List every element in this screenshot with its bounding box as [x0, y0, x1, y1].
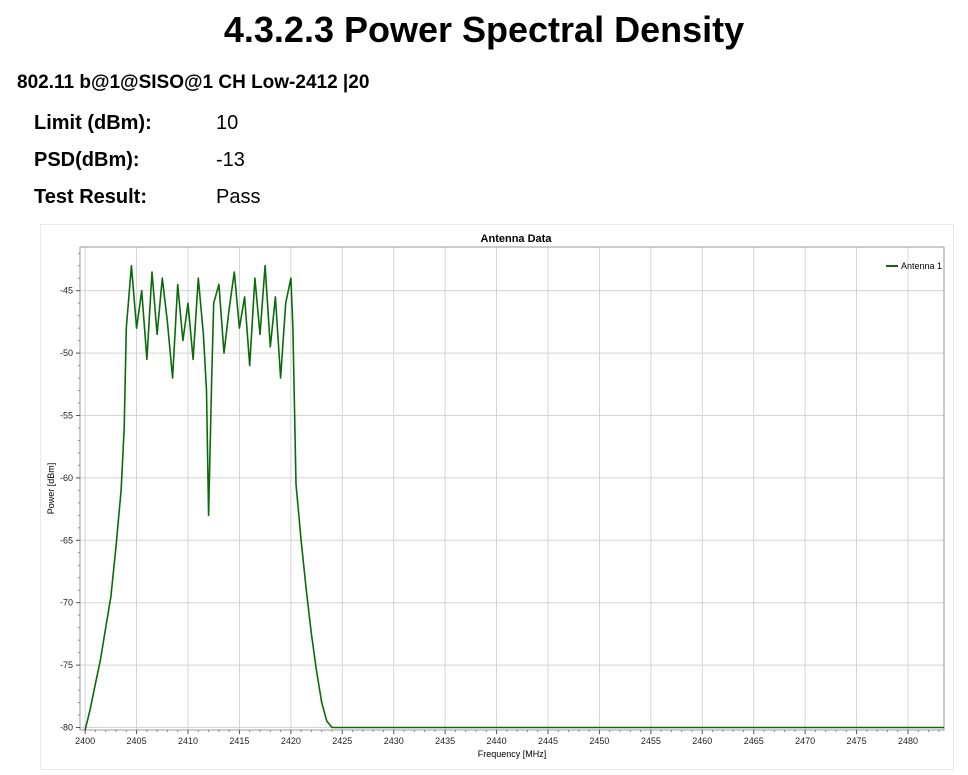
x-tick-label: 2440	[487, 736, 507, 746]
y-tick-label: -65	[60, 535, 73, 545]
x-tick-label: 2430	[384, 736, 404, 746]
legend-label-antenna-1: Antenna 1	[901, 261, 942, 271]
page-title: 4.3.2.3 Power Spectral Density	[223, 9, 745, 50]
psd-value: -13	[216, 149, 245, 171]
y-tick-label: -45	[60, 286, 73, 296]
x-tick-label: 2445	[538, 736, 558, 746]
x-tick-label: 2420	[281, 736, 301, 746]
x-tick-label: 2435	[435, 736, 455, 746]
y-tick-label: -80	[60, 723, 73, 733]
x-tick-label: 2415	[229, 736, 249, 746]
y-axis-label: Power [dBm]	[46, 463, 56, 515]
x-tick-label: 2480	[898, 736, 918, 746]
x-tick-label: 2460	[692, 736, 712, 746]
x-tick-label: 2405	[127, 736, 147, 746]
legend: Antenna 1	[886, 261, 942, 271]
x-tick-label: 2410	[178, 736, 198, 746]
series-layer	[84, 264, 944, 731]
x-tick-label: 2450	[589, 736, 609, 746]
limit-label: Limit (dBm):	[34, 112, 152, 134]
psd-label: PSD(dBm):	[34, 149, 140, 171]
test-case-heading: 802.11 b@1@SISO@1 CH Low-2412 |20	[17, 72, 370, 93]
plot-area-border	[79, 246, 945, 731]
y-tick-label: -60	[60, 473, 73, 483]
chart-canvas: Antenna Data 2400 2405 2410 2415 2420 2425 243…	[39, 223, 955, 771]
y-tick-label: -55	[60, 410, 73, 420]
x-tick-label: 2470	[795, 736, 815, 746]
x-axis-label: Frequency [MHz]	[478, 749, 547, 759]
y-tick-label: -70	[60, 598, 73, 608]
x-tick-label: 2465	[744, 736, 764, 746]
x-tick-label: 2455	[641, 736, 661, 746]
limit-value: 10	[216, 112, 239, 134]
result-label: Test Result:	[34, 186, 147, 208]
chart-title: Antenna Data	[481, 233, 553, 245]
x-axis: 2400 2405 2410 2415 2420 2425 2430 2435 2440 2445…	[75, 730, 940, 746]
y-tick-label: -75	[60, 660, 73, 670]
psd-chart: Antenna Data 2400 2405 2410 2415 2420 2425 243…	[39, 223, 955, 771]
x-tick-label: 2475	[847, 736, 867, 746]
x-tick-label: 2400	[75, 736, 95, 746]
series-line-antenna-1	[84, 264, 944, 731]
result-value: Pass	[216, 186, 261, 208]
y-axis: -45 -50 -55 -60 -65 -70 -75 -80	[60, 252, 80, 733]
x-tick-label: 2425	[332, 736, 352, 746]
y-tick-label: -50	[60, 348, 73, 358]
